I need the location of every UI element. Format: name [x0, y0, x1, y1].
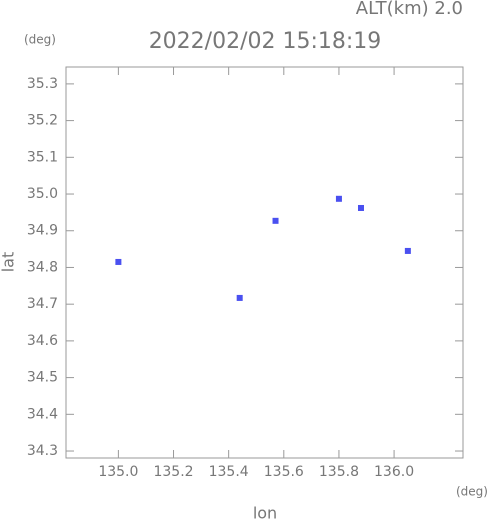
point: [404, 247, 411, 254]
point: [335, 195, 342, 202]
y-tick-label: 35.3: [27, 76, 58, 92]
y-tick-label: 35.2: [27, 113, 58, 129]
x-tick-label: 135.4: [209, 464, 249, 480]
y-axis-label: lat: [0, 252, 18, 273]
y-tick-label: 34.6: [27, 333, 58, 349]
y-tick-label: 34.8: [27, 259, 58, 275]
x-tick-label: 135.8: [319, 464, 359, 480]
x-tick-label: 135.2: [153, 464, 193, 480]
y-tick-label: 34.3: [27, 443, 58, 459]
y-tick-label: 34.7: [27, 296, 58, 312]
point: [357, 204, 364, 211]
plot-frame: [65, 66, 464, 459]
x-tick-label: 135.6: [264, 464, 304, 480]
altitude-label: ALT(km) 2.0: [356, 0, 463, 19]
y-tick-label: 35.0: [27, 186, 58, 202]
y-tick-label: 34.9: [27, 223, 58, 239]
y-unit: (deg): [24, 33, 56, 47]
x-unit: (deg): [456, 485, 488, 499]
y-tick-label: 35.1: [27, 149, 58, 165]
y-tick-label: 34.5: [27, 370, 58, 386]
x-axis-label: lon: [253, 504, 277, 521]
x-tick-label: 135.0: [98, 464, 138, 480]
point: [236, 294, 243, 301]
chart-title: 2022/02/02 15:18:19: [149, 29, 382, 54]
y-tick-label: 34.4: [27, 406, 58, 422]
point: [115, 258, 122, 265]
x-tick-label: 136.0: [374, 464, 414, 480]
point: [272, 217, 279, 224]
